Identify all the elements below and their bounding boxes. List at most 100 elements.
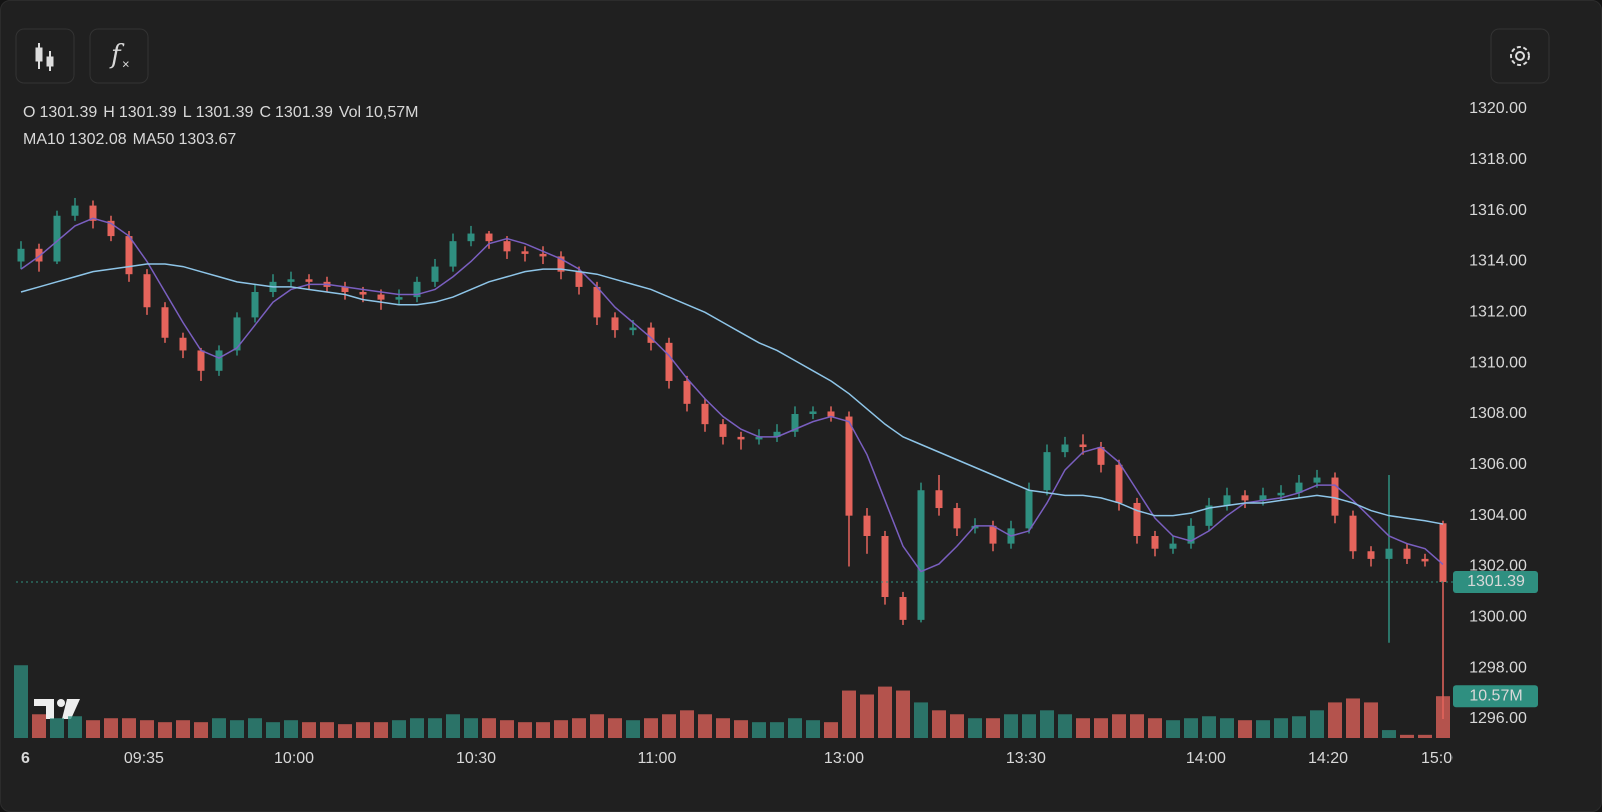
candle-body: [1169, 543, 1177, 549]
volume-bar: [1112, 714, 1126, 738]
candle-body: [1187, 525, 1195, 544]
volume-bar: [1346, 698, 1360, 738]
volume-bar: [1076, 718, 1090, 738]
volume-bar: [32, 714, 46, 738]
volume-bar: [824, 722, 838, 738]
x-tick-label: 09:35: [124, 750, 164, 767]
volume-bar: [104, 718, 118, 738]
candle-body: [449, 241, 457, 267]
legend-value: 1303.67: [178, 131, 236, 148]
volume-bar: [1220, 718, 1234, 738]
volume-bar: [626, 720, 640, 738]
candle-body: [1259, 495, 1267, 501]
ma-line: [20, 263, 1444, 525]
y-tick-label: 1306.00: [1469, 456, 1527, 473]
candle-body: [611, 317, 619, 331]
x-tick-label: 11:00: [638, 750, 677, 767]
candle-body: [827, 411, 835, 417]
candle-body: [899, 597, 907, 620]
volume-bar: [320, 722, 334, 738]
volume-bar: [536, 722, 550, 738]
candle-type-button[interactable]: [15, 28, 75, 84]
volume-bar: [374, 722, 388, 738]
candle-body: [1331, 477, 1339, 516]
volume-bar: [518, 722, 532, 738]
legend-value: 10,57M: [365, 104, 418, 121]
candle-body: [1385, 548, 1393, 559]
volume-bar: [590, 714, 604, 738]
candle-body: [377, 294, 385, 300]
candle-body: [215, 350, 223, 371]
legend-label: H: [103, 104, 115, 121]
volume-bar: [752, 722, 766, 738]
candle-body: [1439, 523, 1447, 583]
candle-body: [845, 416, 853, 516]
legend-label: C: [259, 104, 271, 121]
volume-bar: [464, 718, 478, 738]
legend-label: MA10: [23, 131, 65, 148]
volume-bar: [788, 718, 802, 738]
legend-label: O: [23, 104, 35, 121]
settings-button[interactable]: [1490, 28, 1550, 84]
y-tick-label: 1318.00: [1469, 151, 1527, 168]
ma-line: [20, 217, 1444, 573]
indicators-icon: ×: [122, 56, 130, 71]
candle-body: [1043, 452, 1051, 491]
x-tick-label: 15:00: [1421, 750, 1461, 767]
volume-bar: [122, 718, 136, 738]
candle-body: [719, 424, 727, 437]
volume-bar: [266, 722, 280, 738]
settings-icon: [1510, 46, 1530, 66]
candle-body: [1241, 495, 1249, 501]
x-tick-label: 14:00: [1186, 750, 1226, 767]
candle-body: [485, 233, 493, 242]
x-tick-label: 10:00: [274, 750, 314, 767]
volume-bar: [284, 720, 298, 738]
volume-bar: [1418, 734, 1432, 738]
y-tick-label: 1302.00: [1469, 558, 1527, 575]
candle-body: [125, 236, 133, 275]
candle-body: [1367, 551, 1375, 559]
candle-body: [881, 536, 889, 597]
candle-body: [917, 490, 925, 620]
legend-value: 1302.08: [69, 131, 127, 148]
candle-body: [809, 411, 817, 414]
volume-bar: [230, 720, 244, 738]
y-tick-label: 1300.00: [1469, 609, 1527, 626]
candle-body: [629, 327, 637, 331]
candle-body: [1151, 536, 1159, 549]
volume-bar: [1184, 718, 1198, 738]
volume-bar: [446, 714, 460, 738]
volume-bar: [500, 720, 514, 738]
volume-bar: [1022, 714, 1036, 738]
candle-body: [755, 436, 763, 440]
candle-body: [557, 256, 565, 272]
volume-bar: [608, 718, 622, 738]
candle-body: [89, 205, 97, 221]
last-price-badge: [1453, 571, 1538, 594]
volume-bar: [392, 720, 406, 738]
candle-body: [359, 292, 367, 295]
volume-bar: [1292, 716, 1306, 738]
candle-body: [1115, 464, 1123, 503]
candle-body: [251, 292, 259, 318]
legend-value: 1301.39: [275, 104, 333, 121]
volume-bar: [842, 690, 856, 738]
candle-body: [233, 317, 241, 351]
volume-bar: [986, 718, 1000, 738]
volume-bar: [554, 720, 568, 738]
candle-body: [1205, 505, 1213, 526]
indicators-button[interactable]: [89, 28, 149, 84]
volume-bar: [932, 710, 946, 738]
volume-bar: [770, 722, 784, 738]
volume-bar: [698, 714, 712, 738]
volume-bar: [482, 718, 496, 738]
y-tick-label: 1308.00: [1469, 405, 1527, 422]
candle-body: [179, 337, 187, 351]
volume-bar: [1382, 730, 1396, 738]
candle-body: [737, 436, 745, 440]
candle-body: [953, 508, 961, 529]
candle-body: [683, 380, 691, 404]
